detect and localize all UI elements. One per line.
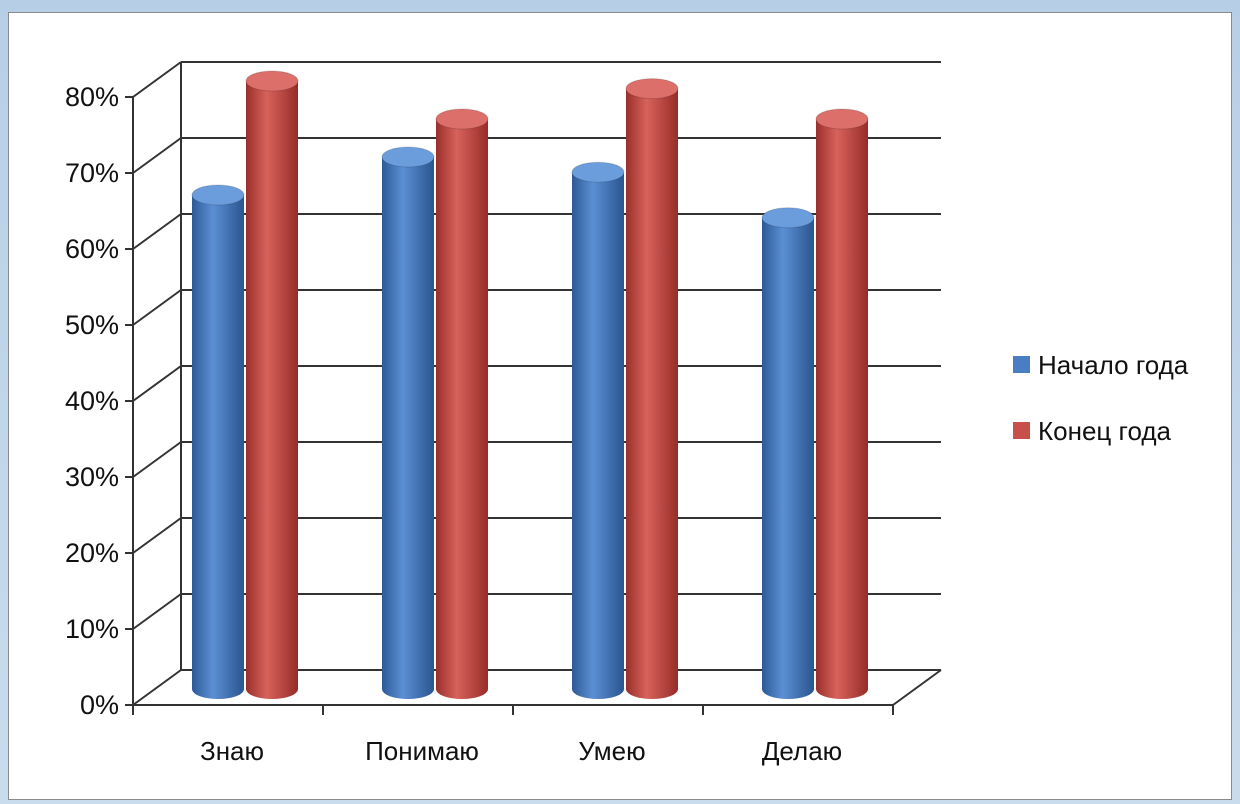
gridline-side (132, 213, 182, 250)
y-tick-label: 40% (65, 386, 119, 416)
y-tick-label: 0% (80, 690, 119, 720)
floor-right-edge (892, 669, 942, 706)
bar-top-Конец года-Понимаю (435, 108, 489, 130)
bar-top-Начало года-Понимаю (381, 146, 435, 168)
y-tick-label: 10% (65, 614, 119, 644)
labels: 0% 10% 20% 30% 40% 50% 60% 70% 80% Знаю Понимаю Уме… (65, 82, 842, 766)
gridline-side (132, 669, 182, 706)
bar-Начало года-Понимаю (382, 157, 434, 699)
y-tick-label: 60% (65, 234, 119, 264)
gridline-side (132, 517, 182, 554)
y-tick-label: 70% (65, 158, 119, 188)
x-category-label: Умею (578, 736, 645, 766)
y-tick-label: 50% (65, 310, 119, 340)
bar-top-Конец года-Делаю (815, 108, 869, 130)
gridline-side (132, 289, 182, 326)
bar-top-Конец года-Умею (625, 78, 679, 100)
x-category-label: Понимаю (365, 736, 479, 766)
bar-Конец года-Умею (626, 88, 678, 700)
bar-top-Конец года-Знаю (245, 70, 299, 92)
gridline-side (132, 365, 182, 402)
bar-top-Начало года-Умею (571, 161, 625, 183)
bar-top-Начало года-Делаю (761, 207, 815, 229)
gridline-side (132, 441, 182, 478)
axes (125, 62, 942, 715)
y-tick-label: 30% (65, 462, 119, 492)
bar-Конец года-Знаю (246, 81, 298, 699)
bar-Конец года-Делаю (816, 119, 868, 699)
bar-Начало года-Знаю (192, 195, 244, 699)
y-tick-label: 20% (65, 538, 119, 568)
legend-label: Начало года (1038, 350, 1189, 380)
y-tick-label: 80% (65, 82, 119, 112)
bar-Конец года-Понимаю (436, 119, 488, 699)
x-category-label: Знаю (200, 736, 264, 766)
gridline-side (132, 61, 182, 98)
gridlines (132, 61, 941, 706)
legend: Начало года Конец года (1013, 350, 1189, 446)
legend-label: Конец года (1038, 416, 1172, 446)
bar-Начало года-Умею (572, 172, 624, 699)
bars (191, 70, 869, 700)
gridline-side (132, 137, 182, 174)
legend-swatch (1013, 356, 1030, 373)
bar-Начало года-Делаю (762, 217, 814, 700)
bar-top-Начало года-Знаю (191, 184, 245, 206)
gridline-side (132, 593, 182, 630)
x-category-label: Делаю (762, 736, 842, 766)
legend-swatch (1013, 422, 1030, 439)
